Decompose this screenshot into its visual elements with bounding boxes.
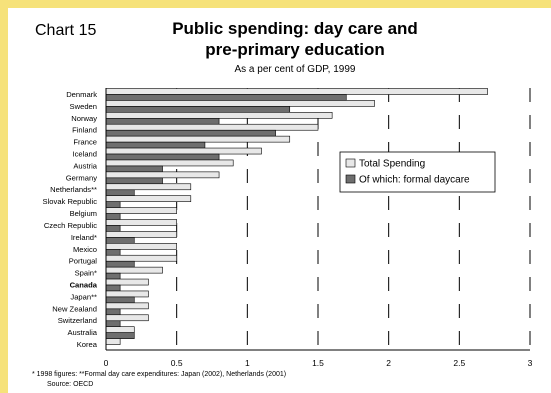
bar-daycare-14 bbox=[105, 260, 135, 268]
category-label-12: Ireland* bbox=[71, 233, 97, 242]
bar-daycare-8 bbox=[105, 189, 135, 197]
chart-title-line-1: Public spending: day care and bbox=[172, 19, 418, 38]
x-tick-label-5: 2.5 bbox=[453, 358, 465, 368]
bar-daycare-12 bbox=[105, 237, 135, 244]
bar-total-19 bbox=[105, 314, 149, 322]
bar-total-2 bbox=[105, 112, 333, 119]
bar-daycare-0 bbox=[105, 94, 347, 101]
bar-daycare-2 bbox=[105, 118, 220, 125]
category-label-20: Australia bbox=[67, 328, 97, 337]
bar-total-7 bbox=[105, 171, 220, 179]
bar-daycare-7 bbox=[105, 177, 163, 185]
x-tick-label-3: 1.5 bbox=[312, 358, 324, 368]
x-tick-label-1: 0.5 bbox=[171, 358, 183, 368]
x-axis-ticks: 0 0.5 1 1.5 2 2.5 3 bbox=[104, 358, 533, 368]
chart-title: Public spending: day care and pre-primar… bbox=[130, 18, 460, 60]
category-label-16: Canada bbox=[70, 281, 98, 290]
category-label-18: New Zealand bbox=[52, 304, 97, 313]
bar-total-5 bbox=[105, 147, 262, 155]
category-label-13: Mexico bbox=[73, 245, 97, 254]
bar-daycare-9 bbox=[105, 201, 121, 208]
bar-daycare-4 bbox=[105, 141, 206, 149]
x-tick-label-2: 1 bbox=[245, 358, 250, 368]
bar-total-13 bbox=[105, 243, 177, 250]
chart-subtitle: As a per cent of GDP, 1999 bbox=[234, 64, 356, 75]
bar-total-18 bbox=[105, 302, 149, 310]
category-label-17: Japan** bbox=[70, 292, 97, 301]
axes bbox=[105, 88, 530, 351]
bar-total-21 bbox=[105, 338, 121, 345]
category-label-7: Germany bbox=[66, 173, 97, 182]
chart-number: Chart 15 bbox=[35, 22, 97, 39]
source-note: Source: OECD bbox=[47, 381, 94, 388]
bar-daycare-6 bbox=[105, 165, 163, 173]
bars bbox=[105, 88, 488, 345]
bar-daycare-19 bbox=[105, 320, 121, 328]
x-tick-label-0: 0 bbox=[104, 358, 109, 368]
category-label-9: Slovak Republic bbox=[43, 197, 98, 206]
category-label-10: Belgium bbox=[70, 209, 97, 218]
x-tick-label-6: 3 bbox=[528, 358, 533, 368]
bar-daycare-1 bbox=[105, 106, 291, 113]
bar-total-3 bbox=[105, 123, 319, 131]
bar-total-9 bbox=[105, 195, 192, 202]
top-accent-bar bbox=[0, 0, 551, 8]
bar-total-8 bbox=[105, 183, 192, 191]
legend-swatch-1 bbox=[345, 174, 356, 184]
category-label-0: Denmark bbox=[66, 90, 97, 99]
category-label-8: Netherlands** bbox=[50, 185, 97, 194]
bar-daycare-17 bbox=[105, 296, 135, 304]
bar-total-15 bbox=[105, 266, 163, 274]
bar-daycare-20 bbox=[105, 332, 135, 339]
category-label-2: Norway bbox=[71, 114, 97, 123]
category-label-1: Sweden bbox=[70, 102, 97, 111]
bar-daycare-3 bbox=[105, 129, 276, 137]
legend-box bbox=[339, 151, 496, 193]
bar-total-11 bbox=[105, 219, 177, 226]
chart-title-line-2: pre-primary education bbox=[205, 40, 385, 59]
category-label-21: Korea bbox=[77, 340, 98, 349]
category-label-6: Austria bbox=[73, 161, 97, 170]
bar-daycare-15 bbox=[105, 272, 121, 280]
bar-total-1 bbox=[105, 100, 375, 107]
bar-daycare-16 bbox=[105, 284, 121, 292]
bar-daycare-18 bbox=[105, 308, 121, 316]
bar-total-20 bbox=[105, 326, 135, 333]
left-accent-bar bbox=[0, 0, 8, 393]
category-label-14: Portugal bbox=[69, 257, 98, 266]
legend: Total Spending Of which: formal daycare bbox=[339, 151, 496, 193]
gridlines bbox=[176, 88, 531, 350]
category-label-3: Finland bbox=[72, 126, 97, 135]
legend-label-0: Total Spending bbox=[359, 159, 425, 170]
legend-swatch-0 bbox=[345, 158, 356, 168]
bar-daycare-10 bbox=[105, 213, 121, 220]
bar-total-0 bbox=[105, 88, 488, 95]
bar-total-10 bbox=[105, 207, 177, 214]
category-label-15: Spain* bbox=[75, 269, 97, 278]
bar-total-16 bbox=[105, 278, 149, 286]
bar-total-4 bbox=[105, 135, 291, 143]
bar-daycare-11 bbox=[105, 225, 121, 232]
bar-daycare-5 bbox=[105, 153, 220, 161]
legend-label-1: Of which: formal daycare bbox=[359, 175, 470, 186]
bar-total-14 bbox=[105, 254, 177, 262]
bar-total-6 bbox=[105, 159, 234, 167]
bar-total-12 bbox=[105, 231, 177, 238]
category-label-19: Switzerland bbox=[58, 316, 97, 325]
x-tick-label-4: 2 bbox=[386, 358, 391, 368]
category-label-4: France bbox=[73, 138, 97, 147]
category-labels: Denmark Sweden Norway Finland France Iceland A… bbox=[43, 90, 98, 349]
category-label-11: Czech Republic bbox=[44, 221, 97, 230]
category-label-5: Iceland bbox=[73, 150, 98, 159]
bar-total-17 bbox=[105, 290, 149, 298]
bar-daycare-13 bbox=[105, 249, 121, 256]
footnote: * 1998 figures: **Formal day care expend… bbox=[32, 371, 287, 378]
